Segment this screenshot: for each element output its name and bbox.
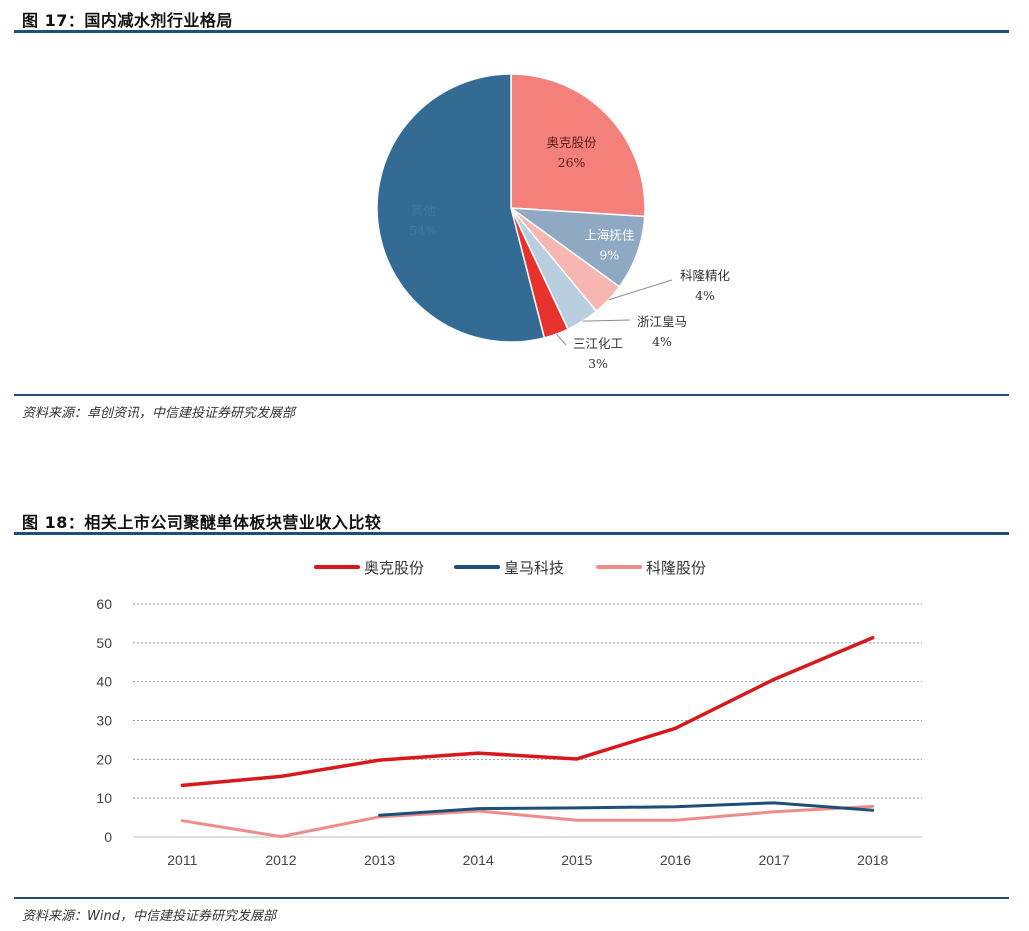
y-tick-label-40: 40 [96,674,112,690]
legend-label-aoke: 奥克股份 [364,559,424,577]
series-line-aoke [180,636,875,788]
series-line-huangma [378,801,875,817]
pie-slice-other [376,73,546,343]
pie-value-zhejiang-huangma: 4% [652,334,672,349]
y-tick-label-60: 60 [96,596,112,612]
x-tick-label-2018: 2018 [857,852,888,868]
figure17-top-rule [14,30,1009,33]
pie-leader-kelong [608,279,673,301]
y-tick-label-30: 30 [96,713,112,729]
pie-value-kelong: 4% [695,288,715,303]
pie-label-sanjiang: 三江化工 [573,336,623,351]
x-tick-label-2016: 2016 [660,852,691,868]
pie-slice-aoke [510,73,646,218]
legend-label-huangma: 皇马科技 [504,559,564,577]
x-tick-label-2011: 2011 [167,852,197,868]
figure18-source: 资料来源：Wind，中信建投证券研究发展部 [22,909,276,924]
pie-label-shanghai-fujia: 上海抚佳 [584,227,634,242]
x-tick-label-2013: 2013 [364,852,395,868]
y-tick-label-20: 20 [96,751,112,767]
x-tick-label-2015: 2015 [561,852,592,868]
pie-value-other: 54% [409,223,437,238]
figure18-top-rule [14,532,1009,535]
pie-label-other: 其他 [411,203,437,218]
pie-label-kelong: 科隆精化 [680,268,731,283]
x-tick-label-2012: 2012 [265,852,296,868]
pie-value-aoke: 26% [558,155,586,170]
pie-leader-sanjiang [556,333,567,346]
pie-label-aoke: 奥克股份 [547,135,598,150]
pie-label-zhejiang-huangma: 浙江皇马 [637,314,687,329]
figure18-title: 图 18：相关上市公司聚醚单体板块营业收入比较 [22,513,382,532]
figure17-source: 资料来源：卓创资讯，中信建投证券研究发展部 [22,406,296,421]
y-tick-label-10: 10 [96,790,112,806]
series-line-kelong [180,804,875,839]
pie-value-sanjiang: 3% [588,356,608,371]
y-tick-label-50: 50 [96,635,112,651]
x-tick-label-2017: 2017 [758,852,789,868]
figure18-bottom-rule [14,897,1009,899]
pie-leader-zhejiang-huangma [582,319,631,322]
y-tick-label-0: 0 [104,829,112,845]
figure17-title: 图 17：国内减水剂行业格局 [22,11,233,30]
figure17-bottom-rule [14,394,1009,396]
legend-label-kelong: 科隆股份 [646,559,706,577]
pie-chart: 奥克股份 26% 上海抚佳 9% 其他 54% 科隆精化 4% 浙江皇马 4% 三江化工 3% [376,73,731,371]
pie-value-shanghai-fujia: 9% [599,247,619,262]
x-tick-label-2014: 2014 [463,852,494,868]
